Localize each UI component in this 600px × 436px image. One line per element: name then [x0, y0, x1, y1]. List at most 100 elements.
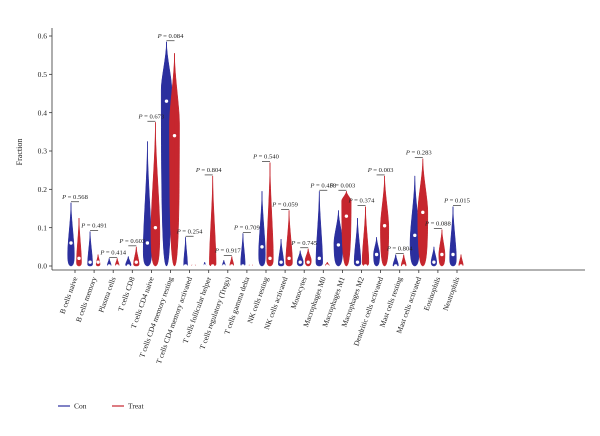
- p-value-label: P = 0.414: [99, 249, 126, 256]
- violin-treat: [95, 254, 101, 267]
- violin-treat: [285, 210, 293, 267]
- y-tick-label: 0.4: [38, 108, 48, 117]
- p-value-annotation: P = 0.804: [386, 246, 413, 254]
- violin-treat: [133, 246, 140, 267]
- median-point: [440, 252, 444, 257]
- median-point: [222, 264, 226, 268]
- p-value-annotation: P = 0.374: [348, 198, 375, 206]
- median-point: [413, 233, 417, 238]
- median-point: [164, 99, 169, 103]
- violin-treat: [266, 162, 274, 267]
- median-point: [394, 264, 398, 268]
- p-value-annotation: P = 0.540: [252, 154, 280, 162]
- violin-treat: [76, 218, 82, 267]
- legend-item-treat: Treat: [112, 402, 144, 411]
- median-point: [355, 260, 360, 264]
- violin-con: [333, 210, 344, 267]
- violin-con: [278, 239, 285, 267]
- median-point: [325, 264, 329, 268]
- p-value-annotation: P = 0.254: [176, 228, 203, 237]
- median-point: [88, 260, 92, 264]
- median-point: [69, 241, 73, 245]
- violins: [67, 41, 464, 268]
- violin-treat: [361, 206, 370, 268]
- y-tick-label: 0.3: [38, 147, 48, 156]
- median-point: [96, 260, 100, 264]
- p-value-label: P = 0.917: [214, 247, 241, 254]
- p-value-label: P = 0.804: [386, 246, 413, 253]
- p-value-label: P = 0.374: [348, 198, 375, 205]
- violin-treat: [341, 191, 352, 267]
- median-point: [260, 245, 264, 249]
- axes: 0.0 0.1 0.2 0.3 0.4 0.5 0.6: [38, 28, 585, 273]
- violin-treat: [209, 175, 217, 268]
- violin-con: [183, 237, 188, 268]
- violin-con: [449, 206, 457, 267]
- median-point: [317, 256, 321, 261]
- y-axis-label: Fraction: [15, 139, 24, 166]
- y-tick-label: 0.0: [38, 262, 48, 271]
- p-value-annotation: P = 0.709: [233, 224, 260, 233]
- median-point: [191, 264, 196, 268]
- p-value-annotation: P = 0.568: [61, 194, 89, 203]
- violin-treat: [325, 261, 330, 268]
- violin-con: [392, 254, 399, 268]
- violin-con: [373, 237, 380, 267]
- median-point: [421, 210, 425, 215]
- category-label: Neutrophils: [441, 276, 462, 312]
- median-point: [459, 264, 463, 268]
- p-values: P = 0.568 P = 0.491 P = 0.414 P = 0.603 P = …: [61, 33, 471, 258]
- median-point: [107, 264, 111, 268]
- violin-treat: [169, 53, 180, 267]
- violin-con: [258, 191, 266, 267]
- violin-con: [142, 141, 152, 267]
- median-point: [249, 264, 253, 268]
- violin-treat: [438, 229, 446, 267]
- violin-treat: [114, 258, 120, 268]
- median-point: [183, 264, 188, 268]
- p-value-annotation: P = 0.059: [271, 201, 299, 210]
- category-label: Plasma cells: [96, 276, 117, 314]
- category-label: Monocytes: [289, 276, 309, 310]
- median-point: [336, 243, 341, 247]
- median-point: [279, 260, 283, 264]
- median-point: [298, 260, 302, 264]
- p-value-label: P = 0.673: [138, 113, 165, 120]
- median-point: [382, 224, 387, 228]
- median-point: [172, 133, 177, 138]
- p-value-label: P = 0.084: [157, 33, 184, 40]
- median-point: [306, 260, 310, 264]
- p-value-annotation: P = 0.084: [157, 33, 184, 42]
- median-point: [211, 264, 215, 268]
- median-point: [287, 256, 291, 261]
- median-point: [241, 264, 245, 268]
- p-value-annotation: P = 0.917: [214, 247, 241, 256]
- median-point: [153, 225, 158, 230]
- p-value-annotation: P = 0.458: [309, 182, 337, 191]
- p-value-annotation: P = 0.804: [195, 167, 222, 176]
- median-point: [432, 260, 436, 264]
- p-value-label: P = 0.254: [176, 228, 203, 235]
- violin-treat: [304, 248, 312, 267]
- p-value-annotation: P = 0.088: [424, 221, 451, 229]
- violin-con: [67, 202, 75, 267]
- violin-con: [106, 258, 112, 268]
- median-point: [344, 214, 349, 218]
- violin-treat: [458, 254, 464, 268]
- median-point: [402, 264, 406, 268]
- p-value-label: P = 0.015: [443, 198, 470, 205]
- p-value-annotation: P = 0.673: [138, 113, 165, 122]
- p-value-annotation: P = 0.003: [329, 182, 356, 191]
- violin-treat: [229, 256, 235, 268]
- legend-item-con: Con: [58, 402, 87, 411]
- median-point: [363, 264, 368, 268]
- y-tick-label: 0.5: [38, 70, 48, 79]
- violin-treat: [400, 254, 407, 268]
- median-point: [230, 264, 234, 268]
- category-label: T cells CD8: [116, 275, 137, 312]
- median-point: [451, 252, 455, 257]
- violin-con: [160, 41, 173, 267]
- median-point: [374, 252, 379, 257]
